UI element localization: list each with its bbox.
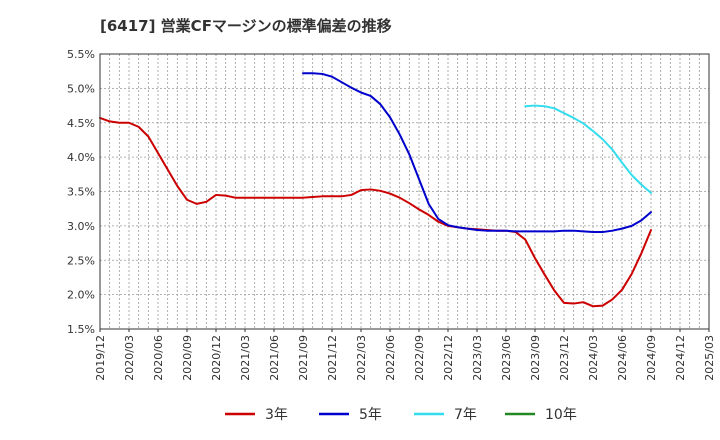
x-tick-label: 2024/12 [674,335,687,381]
axis-layer: 1.5% 2.0% 2.5% 3.0% 3.5% 4.0% 4.5% 5.0% 5.5% 2019… [67,48,716,381]
y-tick-label: 3.5% [67,186,95,199]
x-tick-label: 2022/12 [442,335,455,381]
grid-layer [100,54,709,329]
series-line-2 [302,72,652,234]
x-tick-label: 2021/06 [268,335,281,381]
legend-label-2: 5年 [359,407,382,423]
x-tick-label: 2023/06 [500,335,513,381]
x-tick-label: 2022/06 [384,335,397,381]
y-tick-label: 5.5% [67,48,95,61]
y-tick-label: 2.5% [67,254,95,267]
y-tick-label: 4.5% [67,117,95,130]
x-tick-label: 2024/03 [587,335,600,381]
y-tick-label: 3.0% [67,220,95,233]
y-tick-label: 5.0% [67,82,95,95]
legend-label-1: 3年 [265,407,288,423]
x-tick-label: 2023/12 [558,335,571,381]
x-tick-label: 2021/12 [326,335,339,381]
y-tick-label: 2.0% [67,289,95,302]
x-tick-label: 2024/06 [616,335,629,381]
x-tick-label: 2022/09 [413,335,426,381]
x-tick-label: 2020/12 [210,335,223,381]
legend-label-4: 10年 [545,407,577,423]
series-line-1 [99,116,652,308]
x-tick-label: 2023/03 [471,335,484,381]
x-tick-label: 2020/09 [181,335,194,381]
x-tick-label: 2021/03 [239,335,252,381]
x-tick-label: 2020/03 [123,335,136,381]
x-tick-label: 2024/09 [645,335,658,381]
series-layer [99,72,652,308]
x-tick-label: 2025/03 [703,335,716,381]
x-tick-label: 2020/06 [152,335,165,381]
x-tick-label: 2019/12 [94,335,107,381]
x-tick-label: 2023/09 [529,335,542,381]
plot-frame [99,53,710,330]
legend: 3年 5年 7年 10年 [225,407,577,423]
legend-label-3: 7年 [454,407,477,423]
y-tick-label: 4.0% [67,151,95,164]
x-tick-label: 2022/03 [355,335,368,381]
y-tick-label: 1.5% [67,323,95,336]
x-tick-label: 2021/09 [297,335,310,381]
chart-title: [6417] 営業CFマージンの標準偏差の推移 [100,17,392,35]
series-line-3 [524,104,652,194]
